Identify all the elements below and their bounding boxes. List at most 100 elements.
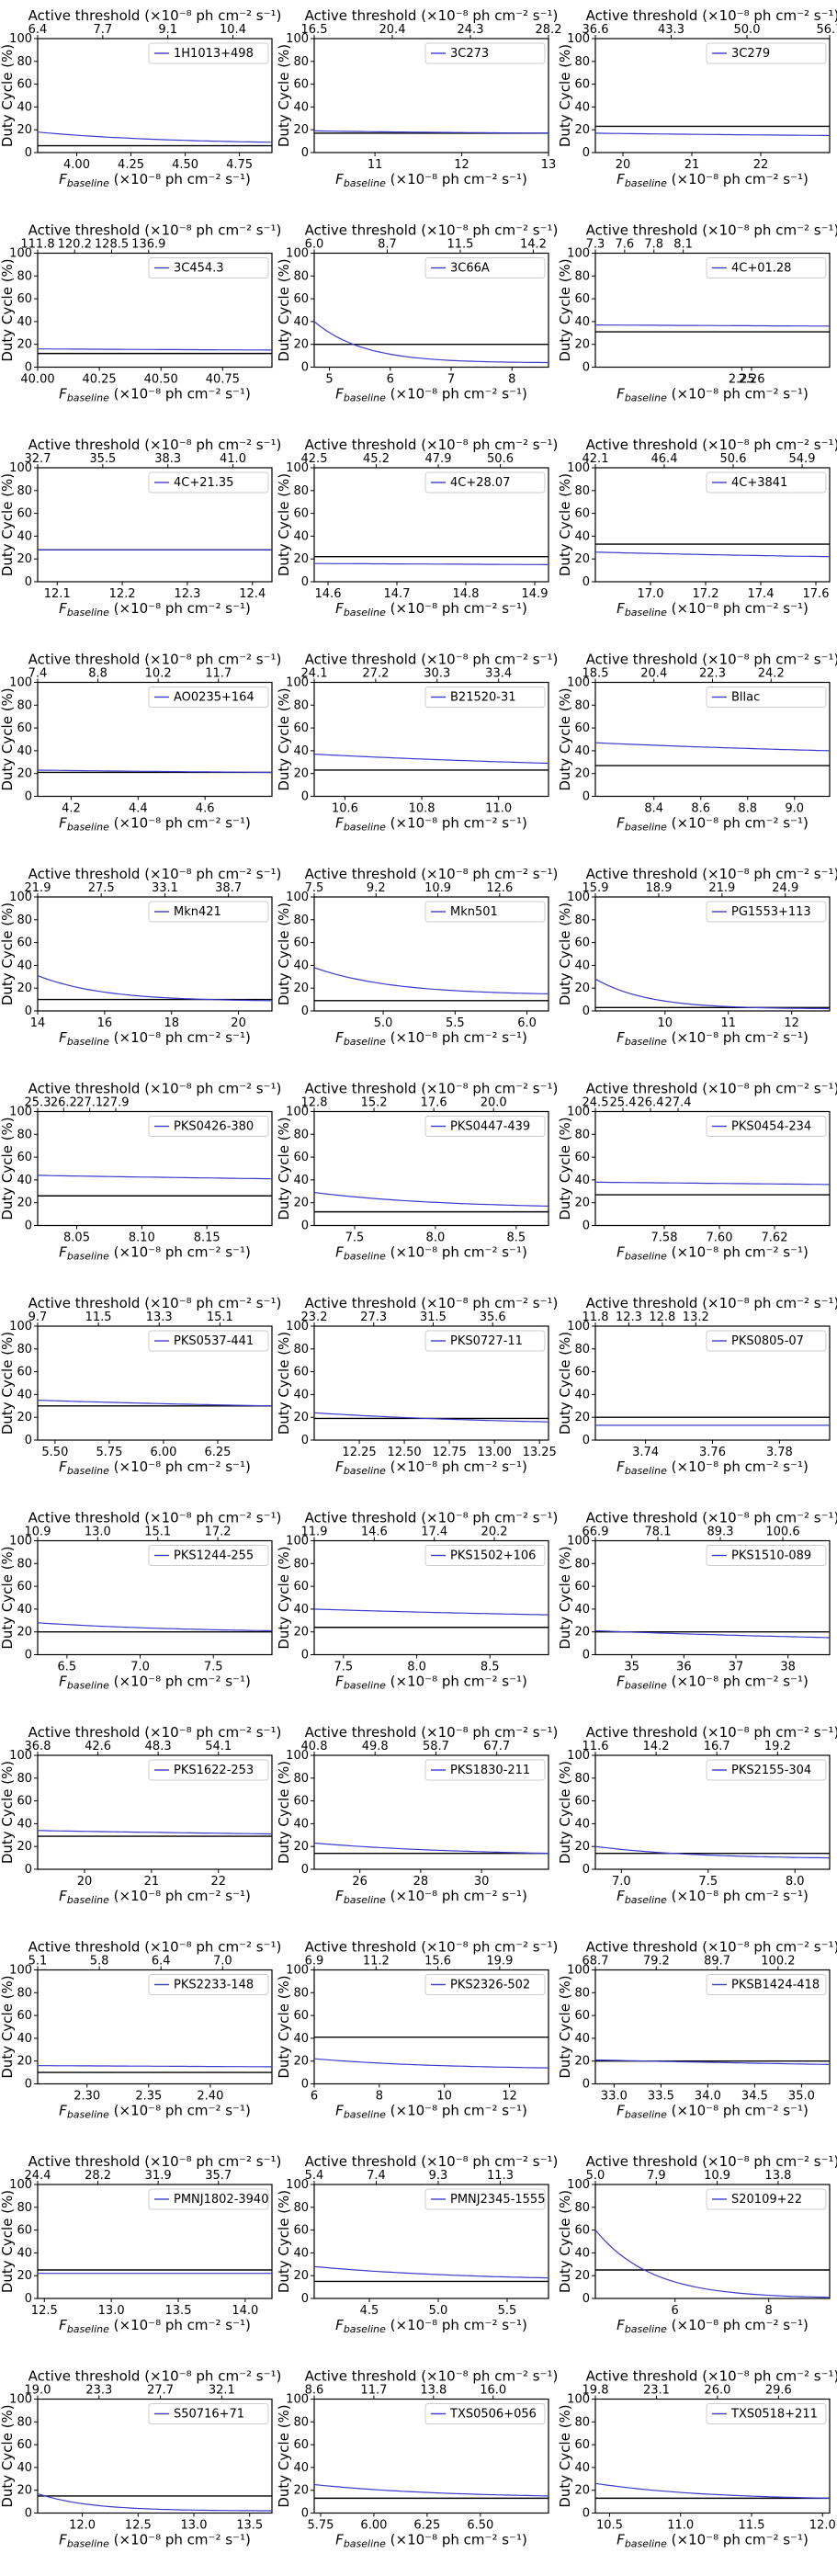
top-tick-label: 11.3 — [487, 2169, 514, 2183]
legend-box — [706, 2403, 827, 2424]
legend-label: 3C273 — [450, 47, 489, 61]
y-tick-label: 100 — [567, 32, 590, 46]
top-tick-label: 9.7 — [28, 1311, 48, 1324]
y-tick-label: 40 — [574, 315, 590, 329]
y-tick-label: 100 — [286, 1749, 309, 1763]
duty-cycle-curve — [594, 1845, 831, 1859]
duty-cycle-curve — [313, 1412, 549, 1423]
y-tick-label: 40 — [17, 529, 32, 543]
top-tick-label: 36.8 — [25, 1740, 51, 1753]
y-tick-label: 40 — [17, 2032, 32, 2046]
top-axis-label: Active threshold (×10⁻⁸ ph cm⁻² s⁻¹) — [586, 2153, 837, 2170]
legend-label: PKS0537-441 — [174, 1334, 254, 1348]
top-tick-label: 41.0 — [220, 452, 246, 466]
y-axis-label: Duty Cycle (%) — [276, 1332, 292, 1435]
y-tick-label: 0 — [583, 2292, 590, 2306]
y-tick-label: 80 — [574, 2201, 590, 2215]
top-tick-label: 18.5 — [583, 667, 609, 681]
y-tick-label: 0 — [583, 1220, 590, 1233]
x-tick-label: 8.8 — [738, 802, 757, 816]
legend-box — [424, 1974, 546, 1995]
x-tick-label: 4.6 — [196, 802, 215, 816]
top-tick-label: 7.4 — [28, 667, 48, 681]
x-tick-label: 40.00 — [20, 373, 54, 387]
top-axis-label: Active threshold (×10⁻⁸ ph cm⁻² s⁻¹) — [586, 1939, 837, 1956]
top-tick-label: 43.3 — [658, 23, 684, 37]
top-tick-label: 7.9 — [647, 2169, 666, 2183]
y-tick-label: 100 — [286, 2178, 309, 2192]
x-tick-label: 4.5 — [360, 2304, 379, 2318]
top-axis-label: Active threshold (×10⁻⁸ ph cm⁻² s⁻¹) — [305, 1939, 559, 1956]
duty-cycle-curve — [37, 1622, 273, 1632]
y-axis-label: Duty Cycle (%) — [276, 902, 292, 1005]
x-tick-label: 7.5 — [698, 1875, 718, 1889]
x-tick-label: 8 — [765, 2304, 773, 2318]
y-axis-label: Duty Cycle (%) — [0, 687, 16, 790]
y-tick-label: 80 — [574, 484, 590, 498]
y-tick-label: 80 — [293, 914, 309, 927]
y-tick-label: 40 — [574, 2246, 590, 2260]
top-axis-label: Active threshold (×10⁻⁸ ph cm⁻² s⁻¹) — [586, 866, 837, 882]
x-tick-label: 6.25 — [204, 1446, 231, 1459]
top-tick-label: 21.9 — [708, 881, 735, 895]
panel-35: 0 20 40 60 80 100 10.5 11.0 11.5 12.0 19.8 23.1 26.0… — [557, 2368, 837, 2550]
x-tick-label: 3.74 — [632, 1446, 659, 1459]
y-tick-label: 80 — [17, 1557, 32, 1571]
y-axis-label: Duty Cycle (%) — [0, 2404, 16, 2507]
legend-label: TXS0518+211 — [730, 2408, 818, 2422]
x-axis-label: Fbaseline (×10⁻⁸ ph cm⁻² s⁻¹) — [59, 815, 251, 834]
legend-box — [424, 687, 546, 708]
y-tick-label: 0 — [301, 1649, 309, 1662]
legend-box — [706, 1116, 827, 1137]
y-tick-label: 100 — [567, 891, 590, 904]
y-tick-label: 60 — [293, 2009, 309, 2023]
legend-box — [706, 2188, 827, 2210]
y-tick-label: 60 — [574, 936, 590, 950]
x-axis-label: Fbaseline (×10⁻⁸ ph cm⁻² s⁻¹) — [335, 386, 527, 404]
duty-cycle-curve — [313, 2058, 549, 2069]
top-axis-label: Active threshold (×10⁻⁸ ph cm⁻² s⁻¹) — [305, 1295, 559, 1311]
top-tick-label: 50.6 — [487, 452, 514, 466]
y-tick-label: 0 — [583, 1863, 590, 1877]
top-tick-label: 20.4 — [640, 667, 667, 681]
panel-31: 0 20 40 60 80 100 4.5 5.0 5.5 5.4 7.4 9.3 11.3Active… — [276, 2153, 558, 2335]
panel-27: 0 20 40 60 80 100 2.30 2.35 2.40 5.1 5.8 6.4 7.0Acti… — [0, 1939, 281, 2121]
y-tick-label: 40 — [17, 744, 32, 758]
legend-box — [424, 901, 546, 923]
x-axis-label: Fbaseline (×10⁻⁸ ph cm⁻² s⁻¹) — [59, 2103, 251, 2121]
y-tick-label: 20 — [17, 767, 32, 781]
top-tick-label: 42.5 — [301, 452, 328, 466]
y-tick-label: 100 — [286, 891, 309, 904]
y-tick-label: 0 — [583, 2078, 590, 2092]
top-tick-label: 6.4 — [28, 23, 48, 37]
x-axis-label: Fbaseline (×10⁻⁸ ph cm⁻² s⁻¹) — [616, 1244, 809, 1263]
top-tick-label: 7.4 — [367, 2169, 386, 2183]
y-tick-label: 60 — [17, 507, 32, 521]
top-axis-label: Active threshold (×10⁻⁸ ph cm⁻² s⁻¹) — [28, 2153, 282, 2170]
y-tick-label: 40 — [574, 1174, 590, 1187]
x-tick-label: 11 — [720, 1016, 736, 1030]
x-axis-label: Fbaseline (×10⁻⁸ ph cm⁻² s⁻¹) — [335, 2532, 527, 2550]
panel-6: 0 20 40 60 80 100 12.1 12.2 12.3 12.4 32.7 35.5 38.3… — [0, 437, 281, 618]
y-tick-label: 100 — [286, 676, 309, 690]
plot-frame — [37, 1754, 273, 1870]
plot-frame — [313, 252, 549, 369]
y-tick-label: 40 — [293, 100, 309, 114]
top-tick-label: 35.6 — [480, 1311, 506, 1324]
x-tick-label: 7.5 — [334, 1661, 354, 1674]
y-tick-label: 80 — [293, 2201, 309, 2215]
y-tick-label: 20 — [293, 1840, 309, 1854]
y-tick-label: 40 — [17, 959, 32, 972]
x-tick-label: 8.0 — [786, 1875, 805, 1889]
top-tick-label: 5.4 — [305, 2169, 324, 2183]
top-tick-label: 12.8 — [301, 1096, 328, 1110]
top-tick-label: 36.6 — [583, 23, 609, 37]
top-tick-label: 15.1 — [207, 1311, 233, 1324]
x-axis-label: Fbaseline (×10⁻⁸ ph cm⁻² s⁻¹) — [616, 2532, 809, 2550]
y-tick-label: 0 — [583, 1649, 590, 1662]
top-tick-label: 42.1 — [583, 452, 609, 466]
top-axis-label: Active threshold (×10⁻⁸ ph cm⁻² s⁻¹) — [305, 222, 559, 239]
top-tick-label: 7.6 — [616, 238, 635, 252]
y-tick-label: 20 — [574, 982, 590, 995]
